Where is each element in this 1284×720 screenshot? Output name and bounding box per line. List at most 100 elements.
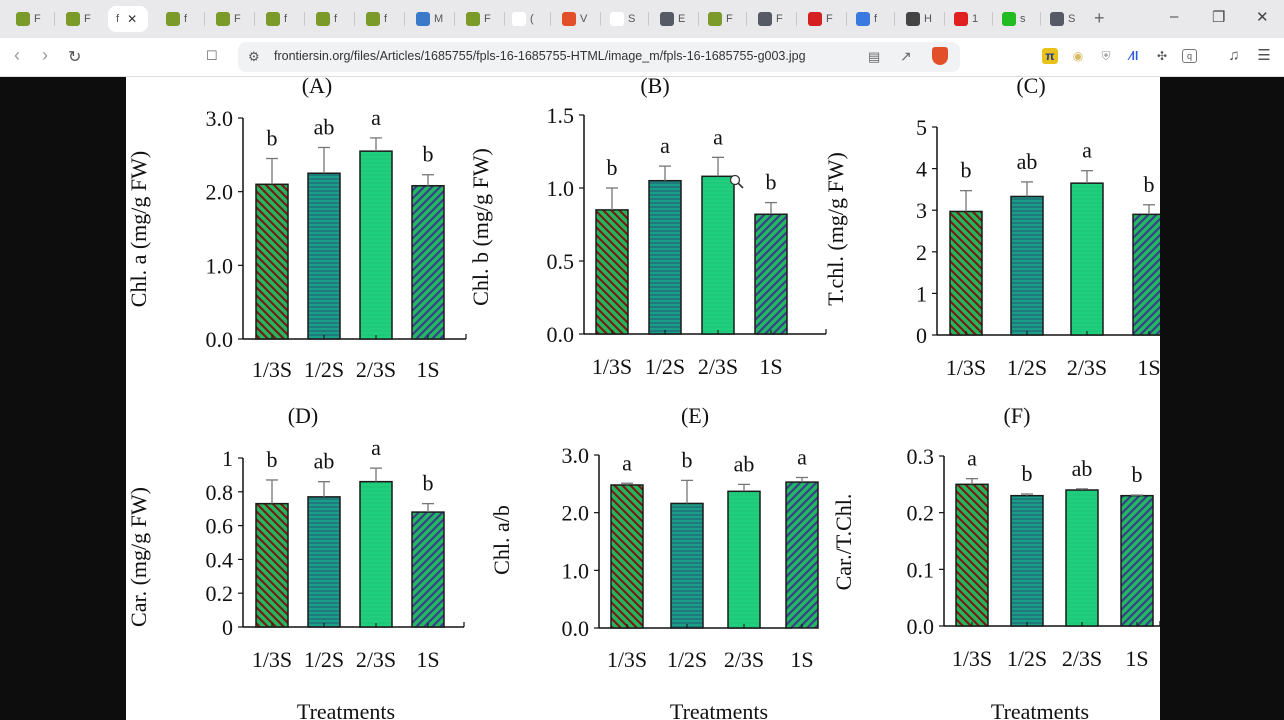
bar-2/3S [701, 175, 735, 335]
browser-tab[interactable]: S [602, 6, 646, 32]
back-button[interactable]: ‹ [14, 45, 20, 65]
browser-tab[interactable]: H [898, 6, 942, 32]
browser-tab[interactable]: s [994, 6, 1038, 32]
browser-tab[interactable]: F [58, 6, 102, 32]
site-favicon [808, 12, 822, 26]
menu-icon[interactable]: ☰ [1257, 47, 1271, 64]
significance-letter: a [622, 450, 632, 475]
significance-letter: b [1144, 172, 1155, 197]
brave-shields-icon[interactable] [932, 47, 948, 65]
share-icon[interactable]: ↗ [900, 48, 912, 64]
x-tick-label: 1S [416, 647, 439, 672]
close-window-button[interactable]: ✕ [1256, 9, 1269, 26]
url-text[interactable]: frontiersin.org/files/Articles/1685755/f… [274, 49, 806, 63]
y-tick-label: 0.0 [907, 614, 935, 639]
browser-tab[interactable]: f [158, 6, 202, 32]
y-axis-label: Chl. a (mg/g FW) [126, 151, 151, 307]
browser-tab[interactable]: F [700, 6, 744, 32]
x-tick-label: 1/3S [592, 354, 632, 379]
tab-title: s [1020, 13, 1026, 25]
address-bar[interactable]: ⚙ frontiersin.org/files/Articles/1685755… [238, 42, 960, 72]
site-favicon [708, 12, 722, 26]
x-tick-label: 1S [790, 647, 813, 672]
tab-title: F [726, 13, 733, 25]
significance-letter: ab [734, 451, 755, 476]
x-tick-label: 1S [1137, 355, 1160, 380]
tab-separator [796, 12, 797, 26]
image-viewer: (A) Chl. a (mg/g FW) 0.0 1.0 2.0 3.0 b 1/3S ab 1/… [126, 77, 1160, 720]
extension-icon[interactable]: π [1042, 48, 1058, 64]
x-tick-label: 2/3S [698, 354, 738, 379]
new-tab-button[interactable]: + [1094, 8, 1105, 28]
y-tick-label: 4 [916, 157, 927, 182]
significance-letter: ab [1017, 149, 1038, 174]
browser-tab[interactable]: f [848, 6, 892, 32]
reload-button[interactable]: ↻ [68, 49, 82, 66]
site-favicon [266, 12, 280, 26]
significance-letter: b [1132, 462, 1143, 487]
chart-extension-icon[interactable]: ∕ll [1129, 49, 1139, 63]
browser-tab[interactable]: f [358, 6, 402, 32]
y-tick-label: 2.0 [206, 180, 234, 205]
browser-tab[interactable]: S [1042, 6, 1086, 32]
tab-separator [54, 12, 55, 26]
browser-tab[interactable]: E [652, 6, 696, 32]
site-favicon [466, 12, 480, 26]
restore-window-button[interactable]: ❐ [1212, 9, 1226, 26]
browser-tab[interactable]: F [208, 6, 252, 32]
tab-title: f [184, 13, 188, 25]
tab-separator [304, 12, 305, 26]
bar-2/3S [359, 150, 393, 340]
browser-tab[interactable]: F [750, 6, 794, 32]
x-tick-label: 1/3S [607, 647, 647, 672]
tab-separator [846, 12, 847, 26]
browser-tab[interactable]: V [554, 6, 598, 32]
panel-label: (C) [1016, 77, 1045, 98]
browser-tab[interactable]: F [8, 6, 52, 32]
bookmark-icon [1050, 12, 1064, 26]
site-settings-icon[interactable]: ⚙ [248, 49, 260, 64]
significance-letter: b [423, 142, 434, 167]
significance-letter: a [1082, 138, 1092, 163]
y-tick-label: 1.0 [206, 253, 234, 278]
bar-1S [411, 185, 445, 340]
tab-separator [600, 12, 601, 26]
site-favicon [856, 12, 870, 26]
y-tick-label: 2.0 [562, 501, 590, 526]
y-tick-label: 0.3 [907, 444, 935, 469]
bar-2/3S [727, 490, 761, 629]
y-tick-label: 2 [916, 240, 927, 265]
y-axis-label: Car. (mg/g FW) [126, 487, 151, 627]
close-tab-icon[interactable]: ✕ [127, 12, 138, 26]
bookmark-icon [758, 12, 772, 26]
browser-tab[interactable]: f ✕ [108, 6, 148, 32]
extension-icon[interactable]: ◉ [1072, 49, 1084, 63]
browser-tab[interactable]: F [458, 6, 502, 32]
browser-tab[interactable]: f [308, 6, 352, 32]
bookmark-page-button[interactable]: ☐ [206, 48, 218, 63]
browser-tab[interactable]: 1 [946, 6, 990, 32]
puzzle-extensions-icon[interactable]: ✣ [1156, 49, 1168, 63]
browser-tab[interactable]: ( [504, 6, 548, 32]
music-icon[interactable]: ♫ [1228, 47, 1240, 64]
browser-tab[interactable]: F [800, 6, 844, 32]
browser-tab[interactable]: f [258, 6, 302, 32]
tab-separator [894, 12, 895, 26]
browser-tab[interactable]: M [408, 6, 452, 32]
shield-icon[interactable]: ⛨ [1101, 49, 1111, 63]
forward-button[interactable]: › [42, 45, 48, 65]
significance-letter: a [713, 124, 723, 149]
tab-title: f [284, 13, 288, 25]
significance-letter: b [766, 170, 777, 195]
y-tick-label: 3.0 [206, 106, 234, 131]
x-axis-label: Treatments [991, 699, 1089, 720]
tab-separator [746, 12, 747, 26]
wallet-icon[interactable]: q [1182, 49, 1197, 63]
y-tick-label: 0.2 [907, 501, 935, 526]
tab-separator [254, 12, 255, 26]
y-axis-label: T.chl. (mg/g FW) [823, 152, 848, 306]
minimize-window-button[interactable]: – [1170, 8, 1179, 25]
site-favicon [216, 12, 230, 26]
tab-title: F [776, 13, 783, 25]
reader-mode-icon[interactable]: ▤ [868, 49, 881, 64]
